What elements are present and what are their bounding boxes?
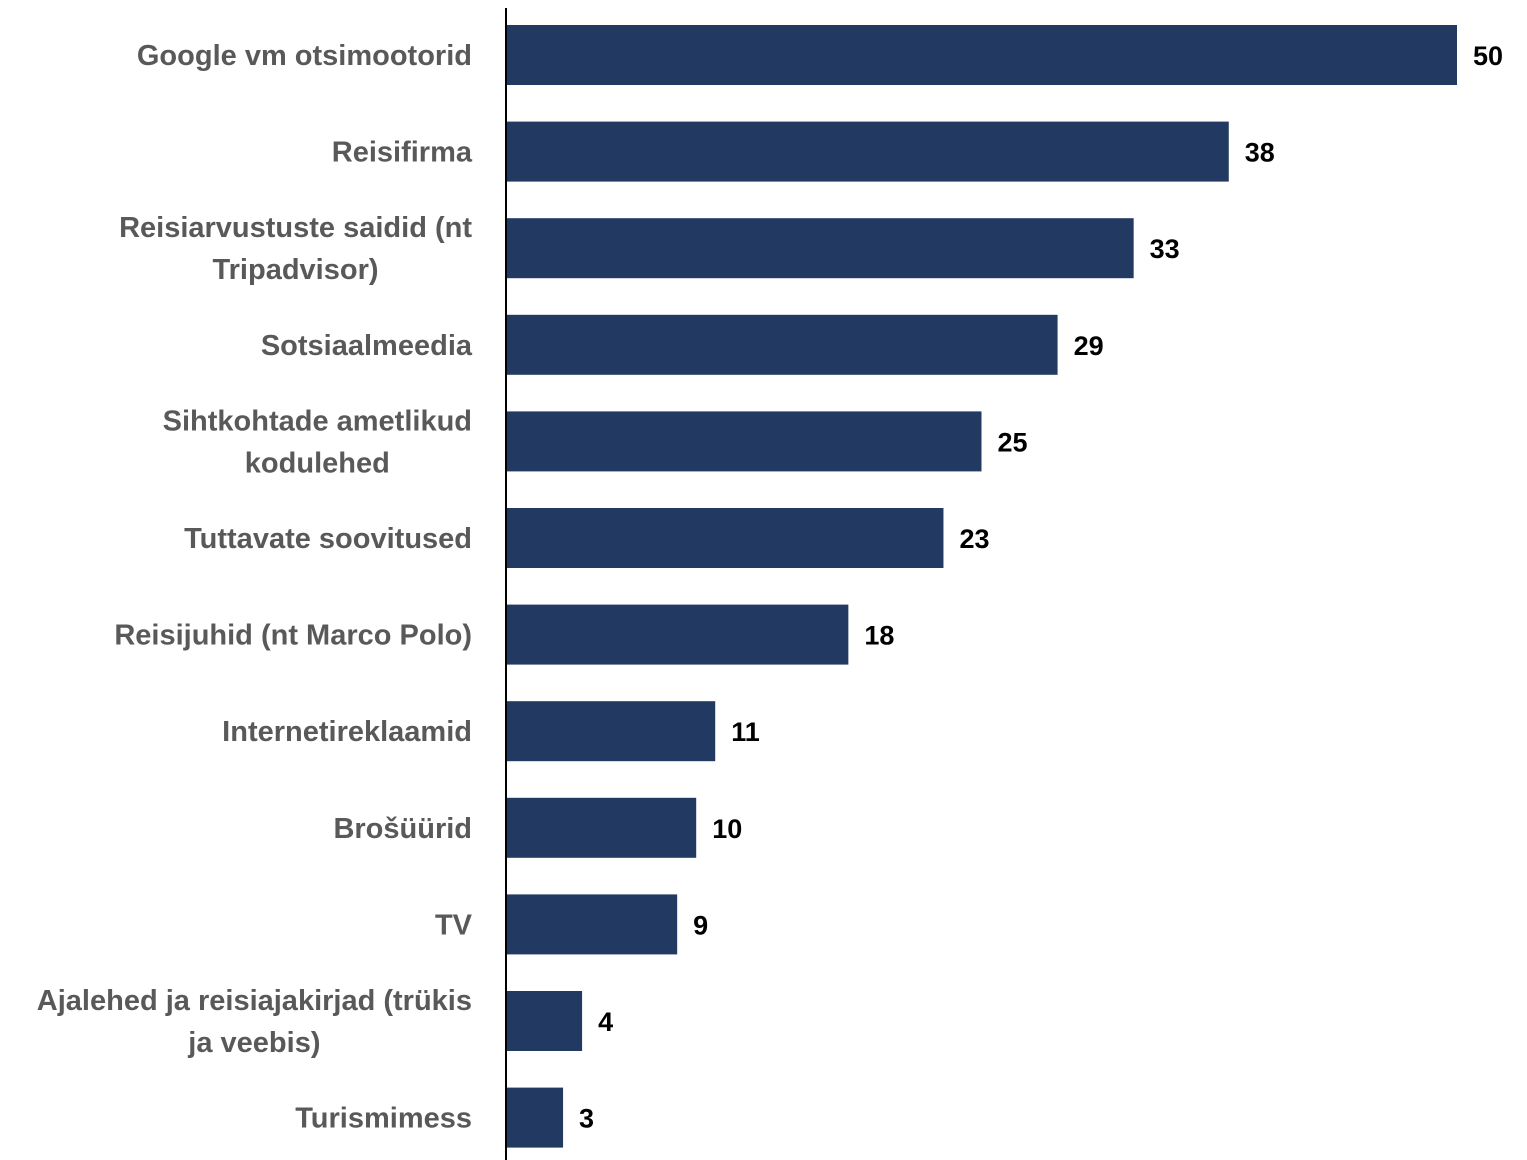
category-label: Sotsiaalmeedia <box>261 330 473 362</box>
value-label: 23 <box>959 524 989 554</box>
bar <box>506 411 982 472</box>
value-label: 38 <box>1245 138 1275 168</box>
bar <box>506 508 944 568</box>
value-label: 9 <box>693 910 708 940</box>
value-label: 50 <box>1473 41 1503 71</box>
value-label: 10 <box>712 814 742 844</box>
category-label: Reisifirma <box>332 137 473 169</box>
category-label: Google vm otsimootorid <box>137 40 472 72</box>
category-label: Turismimess <box>295 1103 472 1135</box>
category-label: Reisijuhid (nt Marco Polo) <box>114 620 472 652</box>
value-label: 3 <box>579 1104 594 1134</box>
category-label: Brošüürid <box>333 813 472 845</box>
bar <box>506 1087 564 1148</box>
category-label: Tuttavate soovitused <box>184 523 472 555</box>
bars <box>506 25 1457 1148</box>
bar <box>506 701 716 762</box>
bar <box>506 894 678 955</box>
value-label: 25 <box>998 427 1028 457</box>
bar <box>506 991 583 1051</box>
category-label: TV <box>435 909 473 941</box>
value-labels: 50 38 33 29 25 23 18 11 10 9 4 3 <box>579 41 1503 1134</box>
bar <box>506 218 1134 279</box>
value-label: 18 <box>864 621 894 651</box>
category-label: Internetireklaamid <box>222 716 472 748</box>
bar <box>506 25 1457 85</box>
value-label: 11 <box>731 717 760 747</box>
bar <box>506 121 1229 182</box>
category-label: Sihtkohtade ametlikud kodulehed <box>163 405 472 479</box>
bar <box>506 604 849 665</box>
category-labels: Google vm otsimootorid Reisifirma Reisiarv… <box>37 40 473 1135</box>
category-label: Ajalehed ja reisiajakirjad (trükis ja vee… <box>37 985 472 1059</box>
bar <box>506 314 1058 375</box>
value-label: 29 <box>1074 331 1104 361</box>
value-label: 4 <box>598 1007 613 1037</box>
value-label: 33 <box>1150 234 1180 264</box>
bar <box>506 797 697 858</box>
category-label: Reisiarvustuste saidid (nt Tripadvisor) <box>119 212 472 286</box>
